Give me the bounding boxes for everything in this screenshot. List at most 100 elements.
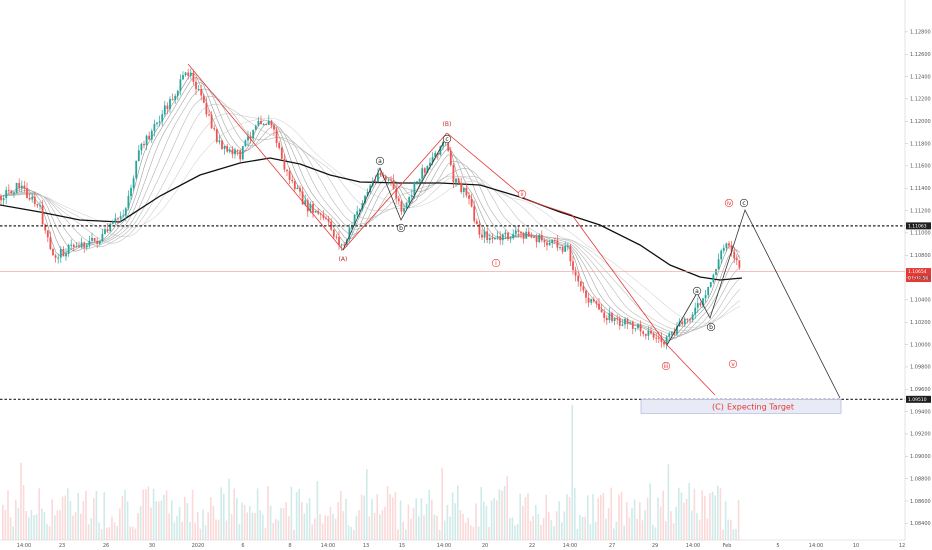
y-tick-label: 1.11200 <box>910 208 931 214</box>
wave-label: iii <box>663 363 668 370</box>
candle-body <box>65 253 67 257</box>
candle-body <box>104 229 106 234</box>
candle-body <box>392 180 395 189</box>
candle-body <box>629 321 632 324</box>
volume-bar <box>693 488 696 540</box>
volume-bar <box>709 493 711 540</box>
candle-body <box>722 247 725 251</box>
volume-bar <box>550 520 553 540</box>
candle-body <box>0 196 2 201</box>
volume-bar <box>464 522 467 540</box>
volume-bar <box>121 495 124 540</box>
volume-bar <box>280 507 282 540</box>
volume-bar <box>477 526 480 540</box>
volume-bar <box>405 529 407 540</box>
volume-bar <box>678 487 680 540</box>
candle-body <box>569 245 572 262</box>
candle-body <box>304 200 307 205</box>
volume-bar <box>717 485 719 540</box>
candle-body <box>33 196 36 204</box>
candle-body <box>590 299 593 303</box>
candle-body <box>704 295 707 299</box>
candle-body <box>117 218 119 220</box>
volume-bar <box>124 489 126 540</box>
wave-label: a <box>378 158 382 165</box>
candle-body <box>395 188 398 199</box>
volume-bar <box>254 513 256 540</box>
candle-body <box>44 224 47 231</box>
y-tick-label: 1.12000 <box>910 119 931 125</box>
volume-bar <box>106 527 108 540</box>
volume-bar <box>171 500 173 540</box>
candle-body <box>26 188 28 198</box>
candle-body <box>247 136 249 141</box>
volume-bar <box>449 516 451 540</box>
candle-body <box>223 146 226 149</box>
y-tick-label: 1.11400 <box>910 186 931 192</box>
volume-bar <box>420 498 423 540</box>
volume-bar <box>438 529 441 540</box>
volume-bar <box>100 529 103 540</box>
volume-bar <box>189 521 191 540</box>
candle-body <box>509 238 512 240</box>
candle-body <box>481 234 483 238</box>
volume-bar <box>537 514 540 540</box>
volume-bar <box>223 493 225 540</box>
candle-body <box>202 95 205 103</box>
x-tick-label: 20 <box>482 543 488 549</box>
candle-body <box>228 149 231 152</box>
volume-bar <box>701 490 703 540</box>
volume-bar <box>555 511 558 540</box>
volume-bar <box>496 500 498 540</box>
volume-bar <box>579 514 581 540</box>
candle-body <box>231 149 234 155</box>
volume-bar <box>615 522 618 540</box>
volume-bar <box>275 519 277 540</box>
candle-body <box>257 120 260 126</box>
volume-bar <box>56 510 59 540</box>
candle-body <box>457 178 460 184</box>
volume-bar <box>80 513 82 540</box>
volume-bar <box>514 525 516 540</box>
volume-bar <box>433 514 436 540</box>
volume-bar <box>730 520 732 540</box>
candle-body <box>564 246 567 252</box>
candle-body <box>377 172 379 182</box>
candle-body <box>213 128 216 130</box>
volume-bar <box>641 520 644 540</box>
candle-body <box>512 233 515 239</box>
candle-body <box>195 81 197 90</box>
candle-body <box>166 105 169 109</box>
volume-bar <box>9 517 12 540</box>
candle-body <box>122 215 125 217</box>
volume-bar <box>342 511 345 540</box>
candle-body <box>36 203 39 206</box>
volume-bar <box>2 504 4 540</box>
candle-body <box>283 158 286 170</box>
candle-body <box>286 169 288 172</box>
volume-bar <box>194 522 196 540</box>
candle-body <box>431 157 434 163</box>
wave-line-black <box>342 137 447 251</box>
candle-body <box>416 181 418 183</box>
candle-body <box>696 303 699 308</box>
candle-body <box>299 187 301 192</box>
volume-bar <box>150 507 152 540</box>
volume-bar <box>381 509 384 540</box>
candle-body <box>634 328 637 330</box>
volume-bar <box>498 489 501 540</box>
volume-bar <box>48 525 51 540</box>
wave-label-circle <box>724 198 734 208</box>
volume-bar <box>358 510 360 540</box>
volume-bar <box>103 492 105 540</box>
candle-body <box>668 333 671 337</box>
volume-bar <box>483 501 485 540</box>
candle-body <box>210 114 213 129</box>
x-tick-label: 27 <box>609 543 615 549</box>
volume-bar <box>561 522 563 540</box>
volume-bar <box>386 485 389 540</box>
volume-bar <box>139 506 142 540</box>
candle-body <box>101 233 104 241</box>
candle-body <box>725 243 728 248</box>
